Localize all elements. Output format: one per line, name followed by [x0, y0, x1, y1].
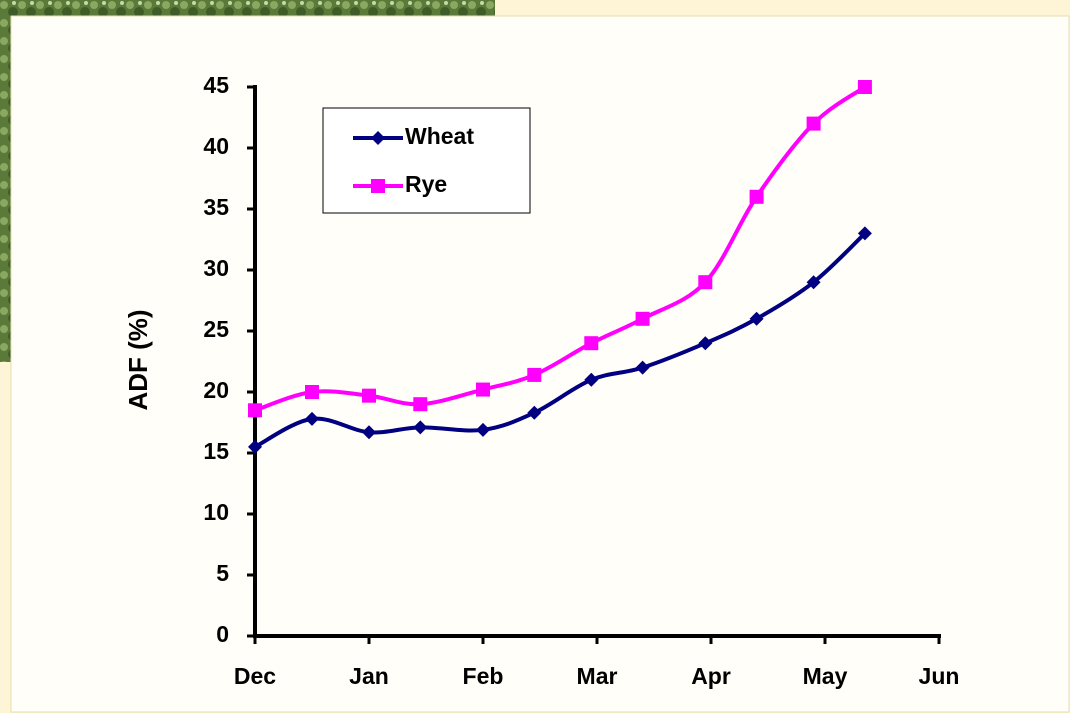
- marker: [527, 367, 542, 382]
- y-tick-label: 25: [203, 316, 229, 342]
- marker: [413, 397, 428, 412]
- y-tick-label: 15: [203, 438, 229, 464]
- marker: [371, 179, 385, 193]
- marker: [857, 80, 872, 94]
- marker: [413, 420, 428, 435]
- marker: [476, 422, 490, 437]
- y-tick-label: 45: [203, 72, 229, 98]
- y-axis-label: ADF (%): [123, 309, 153, 410]
- x-tick-label: Mar: [577, 663, 618, 689]
- y-tick-label: 35: [203, 194, 229, 220]
- y-tick-label: 5: [216, 560, 229, 586]
- marker: [305, 385, 319, 399]
- marker: [806, 116, 821, 131]
- marker: [635, 311, 650, 326]
- slide-panel: [10, 15, 1070, 713]
- marker: [857, 226, 872, 241]
- marker: [635, 360, 650, 375]
- y-tick-label: 10: [203, 499, 229, 525]
- marker: [698, 336, 713, 351]
- legend-label: Rye: [405, 171, 447, 197]
- x-tick-label: Feb: [463, 663, 504, 689]
- photo-strip-left: [0, 0, 11, 362]
- x-tick-label: Apr: [691, 663, 731, 689]
- x-tick-label: Jun: [919, 663, 960, 689]
- marker: [698, 275, 713, 290]
- x-tick-label: Dec: [234, 663, 276, 689]
- marker: [305, 411, 319, 426]
- y-tick-label: 40: [203, 133, 229, 159]
- marker: [527, 405, 542, 420]
- x-tick-label: Jan: [349, 663, 389, 689]
- marker: [476, 382, 490, 397]
- y-tick-label: 30: [203, 255, 229, 281]
- photo-strip-top: [0, 0, 495, 16]
- marker: [248, 403, 262, 418]
- marker: [248, 439, 262, 454]
- legend-box: [322, 107, 531, 214]
- marker: [806, 275, 821, 290]
- y-tick-label: 0: [216, 621, 229, 647]
- marker: [749, 189, 764, 204]
- marker: [584, 372, 599, 387]
- marker: [362, 425, 376, 440]
- y-tick-label: 20: [203, 377, 229, 403]
- marker: [584, 336, 599, 351]
- legend-label: Wheat: [405, 123, 474, 149]
- marker: [749, 311, 764, 326]
- marker: [362, 388, 376, 403]
- x-tick-label: May: [803, 663, 848, 689]
- marker: [371, 131, 385, 145]
